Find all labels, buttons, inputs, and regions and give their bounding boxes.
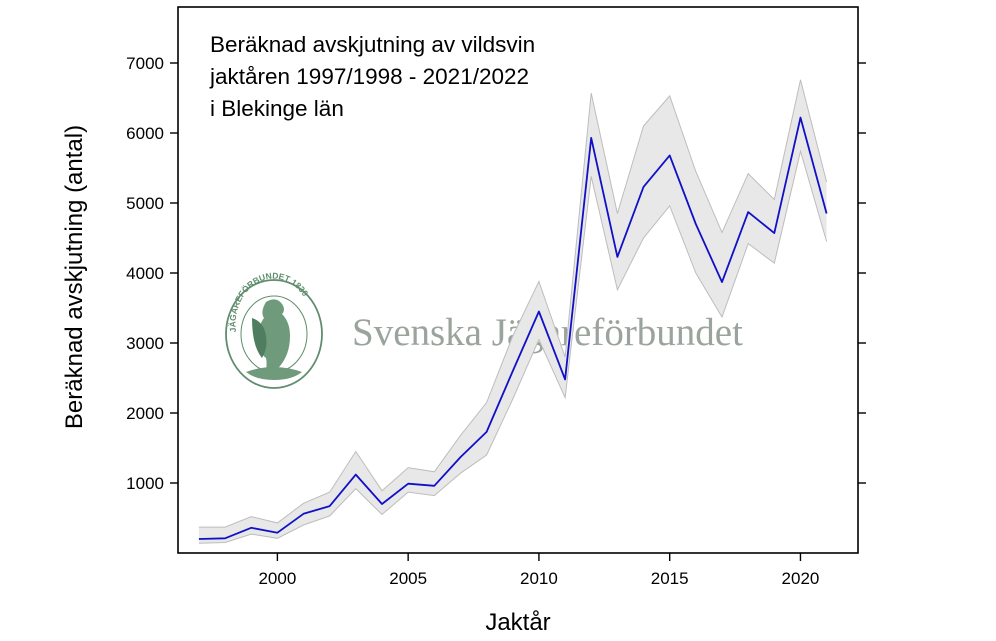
chart-title-line: i Blekinge län [210,96,344,121]
axes: 1000 2000 3000 4000 5000 6000 7000 2000 2005 2010… [126,6,866,588]
band-lower-edge [198,149,828,544]
y-tick-label: 5000 [126,194,164,213]
chart-title: Beräknad avskjutning av vildsvin jaktåren… [209,32,535,121]
x-tick-label: 2015 [651,569,689,588]
y-tick-label: 1000 [126,474,164,493]
y-axis-label: Beräknad avskjutning (antal) [61,125,88,429]
confidence-band [198,79,827,544]
series-line [198,116,828,540]
y-tick-label: 7000 [126,54,164,73]
eagle-seal-icon: JÄGAREFÖRBUNDET 1830 [225,271,323,389]
y-tick-label: 6000 [126,124,164,143]
plot-frame [177,6,859,554]
x-tick-label: 2020 [782,569,820,588]
chart-title-line: Beräknad avskjutning av vildsvin [210,32,535,57]
watermark: JÄGAREFÖRBUNDET 1830 Svenska Jägareförbu… [225,271,743,389]
plot-area [198,79,828,544]
x-tick-label: 2010 [520,569,558,588]
x-tick-label: 2000 [258,569,296,588]
chart-title-line: jaktåren 1997/1998 - 2021/2022 [209,64,529,89]
y-tick-label: 3000 [126,334,164,353]
band-upper-edge [198,79,828,528]
x-axis-label: Jaktår [485,609,550,636]
y-tick-label: 2000 [126,404,164,423]
y-tick-label: 4000 [126,264,164,283]
x-tick-label: 2005 [389,569,427,588]
